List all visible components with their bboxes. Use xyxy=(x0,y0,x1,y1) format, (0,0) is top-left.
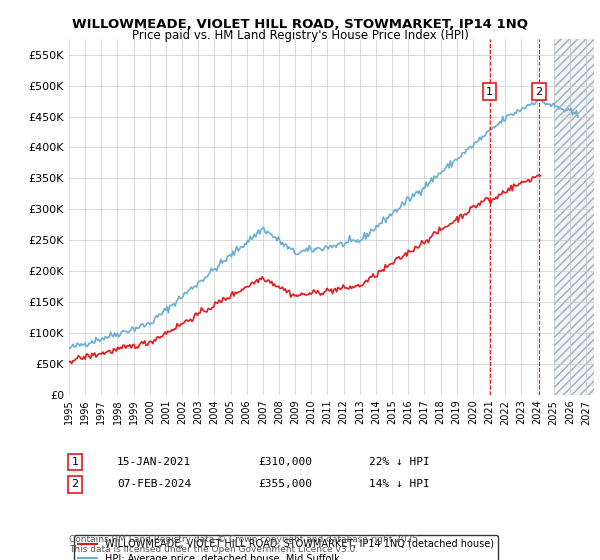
Text: £310,000: £310,000 xyxy=(258,457,312,467)
Text: WILLOWMEADE, VIOLET HILL ROAD, STOWMARKET, IP14 1NQ: WILLOWMEADE, VIOLET HILL ROAD, STOWMARKE… xyxy=(72,18,528,31)
Text: 14% ↓ HPI: 14% ↓ HPI xyxy=(369,479,430,489)
Bar xyxy=(554,39,594,395)
Text: 2: 2 xyxy=(536,87,542,97)
Text: 2: 2 xyxy=(71,479,79,489)
Legend: WILLOWMEADE, VIOLET HILL ROAD, STOWMARKET, IP14 1NQ (detached house), HPI: Avera: WILLOWMEADE, VIOLET HILL ROAD, STOWMARKE… xyxy=(74,535,498,560)
Text: £355,000: £355,000 xyxy=(258,479,312,489)
Text: 1: 1 xyxy=(486,87,493,97)
Text: Price paid vs. HM Land Registry's House Price Index (HPI): Price paid vs. HM Land Registry's House … xyxy=(131,29,469,42)
Bar xyxy=(554,39,594,395)
Text: 15-JAN-2021: 15-JAN-2021 xyxy=(117,457,191,467)
Text: 1: 1 xyxy=(71,457,79,467)
Text: 22% ↓ HPI: 22% ↓ HPI xyxy=(369,457,430,467)
Text: 07-FEB-2024: 07-FEB-2024 xyxy=(117,479,191,489)
Text: Contains HM Land Registry data © Crown copyright and database right 2025.
This d: Contains HM Land Registry data © Crown c… xyxy=(69,535,421,554)
